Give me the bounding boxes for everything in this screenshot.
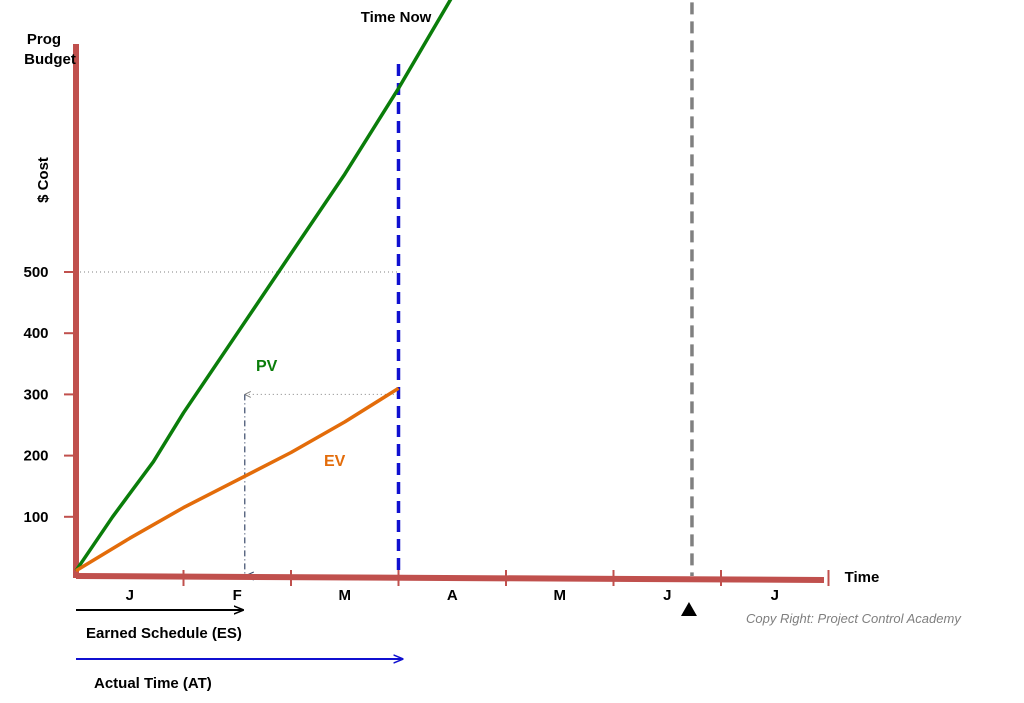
- ev-series-label: EV: [324, 453, 346, 470]
- series-group: [74, 0, 453, 573]
- y-tick-label: 400: [23, 325, 48, 342]
- copyright-text: Copy Right: Project Control Academy: [746, 611, 962, 626]
- y-tick-label: 500: [23, 264, 48, 281]
- guide-lines: [76, 0, 694, 578]
- time-now-label: Time Now: [361, 9, 432, 26]
- y-tick-label: 100: [23, 509, 48, 526]
- month-label: F: [233, 587, 242, 604]
- actual-time-label: Actual Time (AT): [94, 675, 212, 692]
- month-label: M: [339, 587, 352, 604]
- x-axis: [75, 573, 825, 583]
- month-label: J: [663, 587, 671, 604]
- month-label: A: [447, 587, 458, 604]
- series-line-ev: [75, 386, 400, 573]
- y-axis-label: $ Cost: [35, 157, 52, 203]
- completion-marker-icon: [680, 602, 697, 616]
- prog-budget-label-line1: Prog: [27, 31, 61, 48]
- y-tick-label: 300: [23, 386, 48, 403]
- month-label: J: [771, 587, 779, 604]
- y-axis-ticks: 100 200 300 400 500: [23, 264, 76, 526]
- pv-series-label: PV: [256, 358, 278, 375]
- month-label: J: [126, 587, 134, 604]
- prog-budget-label-line2: Budget: [24, 51, 76, 68]
- ev-guide-arrowhead: [244, 393, 251, 398]
- earned-schedule-label: Earned Schedule (ES): [86, 625, 242, 642]
- series-line-pv: [74, 0, 453, 572]
- ev-guide-arrowhead: [244, 390, 251, 395]
- x-axis-label: Time: [845, 569, 880, 586]
- month-label: M: [554, 587, 567, 604]
- y-tick-label: 200: [23, 448, 48, 465]
